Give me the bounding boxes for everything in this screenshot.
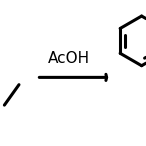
Text: AcOH: AcOH (48, 51, 90, 66)
